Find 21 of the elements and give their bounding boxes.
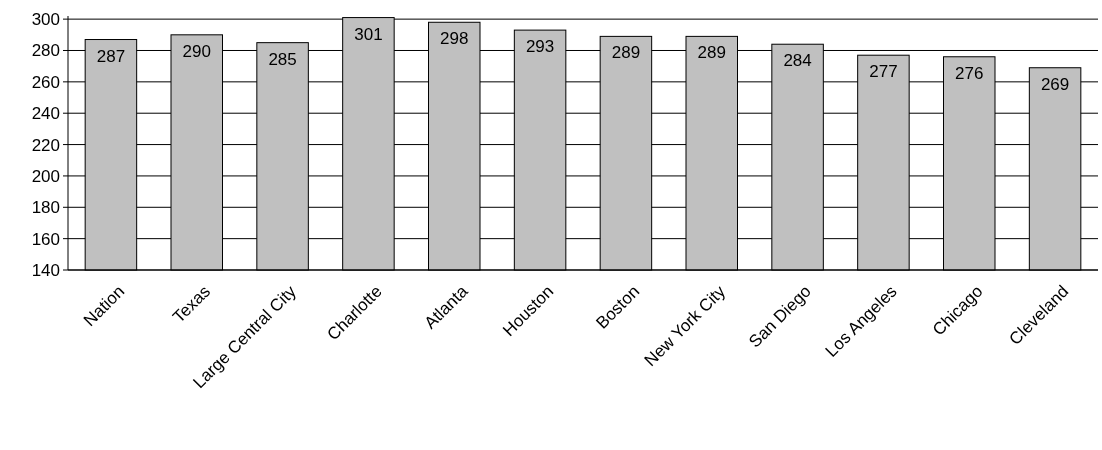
data-label: 269 (1040, 74, 1070, 94)
y-tick-label: 300 (31, 10, 60, 30)
data-label: 287 (96, 46, 126, 66)
data-label: 277 (869, 62, 898, 82)
data-label: 284 (783, 51, 812, 71)
data-label: 293 (525, 37, 555, 57)
data-label: 289 (611, 43, 641, 63)
y-tick-label: 160 (31, 229, 60, 249)
y-tick-label: 240 (31, 104, 60, 124)
data-label: 289 (697, 43, 726, 63)
y-tick-label: 280 (31, 41, 60, 61)
y-tick-label: 140 (31, 260, 60, 280)
data-label: 285 (268, 49, 297, 69)
data-label: 301 (354, 24, 383, 44)
y-tick-label: 260 (31, 72, 60, 92)
data-label: 276 (955, 63, 984, 83)
y-tick-label: 180 (31, 198, 60, 218)
y-tick-label: 220 (31, 135, 60, 155)
data-label: 290 (182, 41, 211, 61)
data-label: 298 (440, 29, 469, 49)
y-tick-label: 200 (31, 166, 60, 186)
